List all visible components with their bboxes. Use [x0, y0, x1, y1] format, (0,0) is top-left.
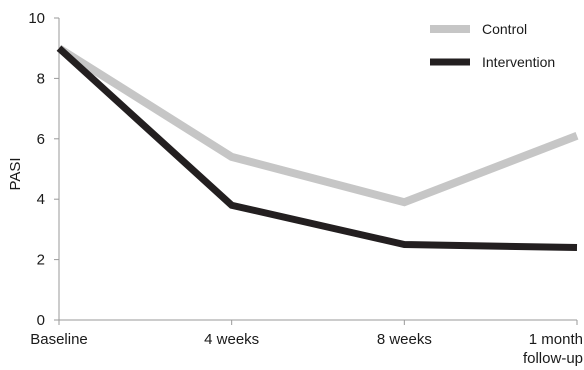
- x-tick-label: 1 month: [529, 331, 583, 348]
- x-tick-label: Baseline: [30, 331, 88, 348]
- x-tick-label: 4 weeks: [204, 331, 259, 348]
- y-axis-title: PASI: [7, 157, 24, 190]
- series-line-control: [56, 44, 579, 207]
- legend-label-control: Control: [482, 21, 527, 37]
- y-tick-label: 4: [37, 191, 45, 208]
- x-ticks: Baseline 4 weeks 8 weeks 1 month follow-up: [30, 320, 583, 367]
- x-tick-label: 8 weeks: [377, 331, 432, 348]
- series-group: [56, 44, 579, 252]
- y-tick-label: 10: [28, 10, 45, 27]
- series-line-intervention: [56, 45, 578, 252]
- y-tick-label: 6: [37, 131, 45, 148]
- x-tick-label: follow-up: [523, 350, 583, 367]
- legend: Control Intervention: [430, 21, 555, 70]
- y-ticks: 0 2 4 6 8 10: [28, 10, 59, 329]
- y-tick-label: 8: [37, 70, 45, 87]
- legend-label-intervention: Intervention: [482, 54, 555, 70]
- y-tick-label: 0: [37, 312, 45, 329]
- y-tick-label: 2: [37, 252, 45, 269]
